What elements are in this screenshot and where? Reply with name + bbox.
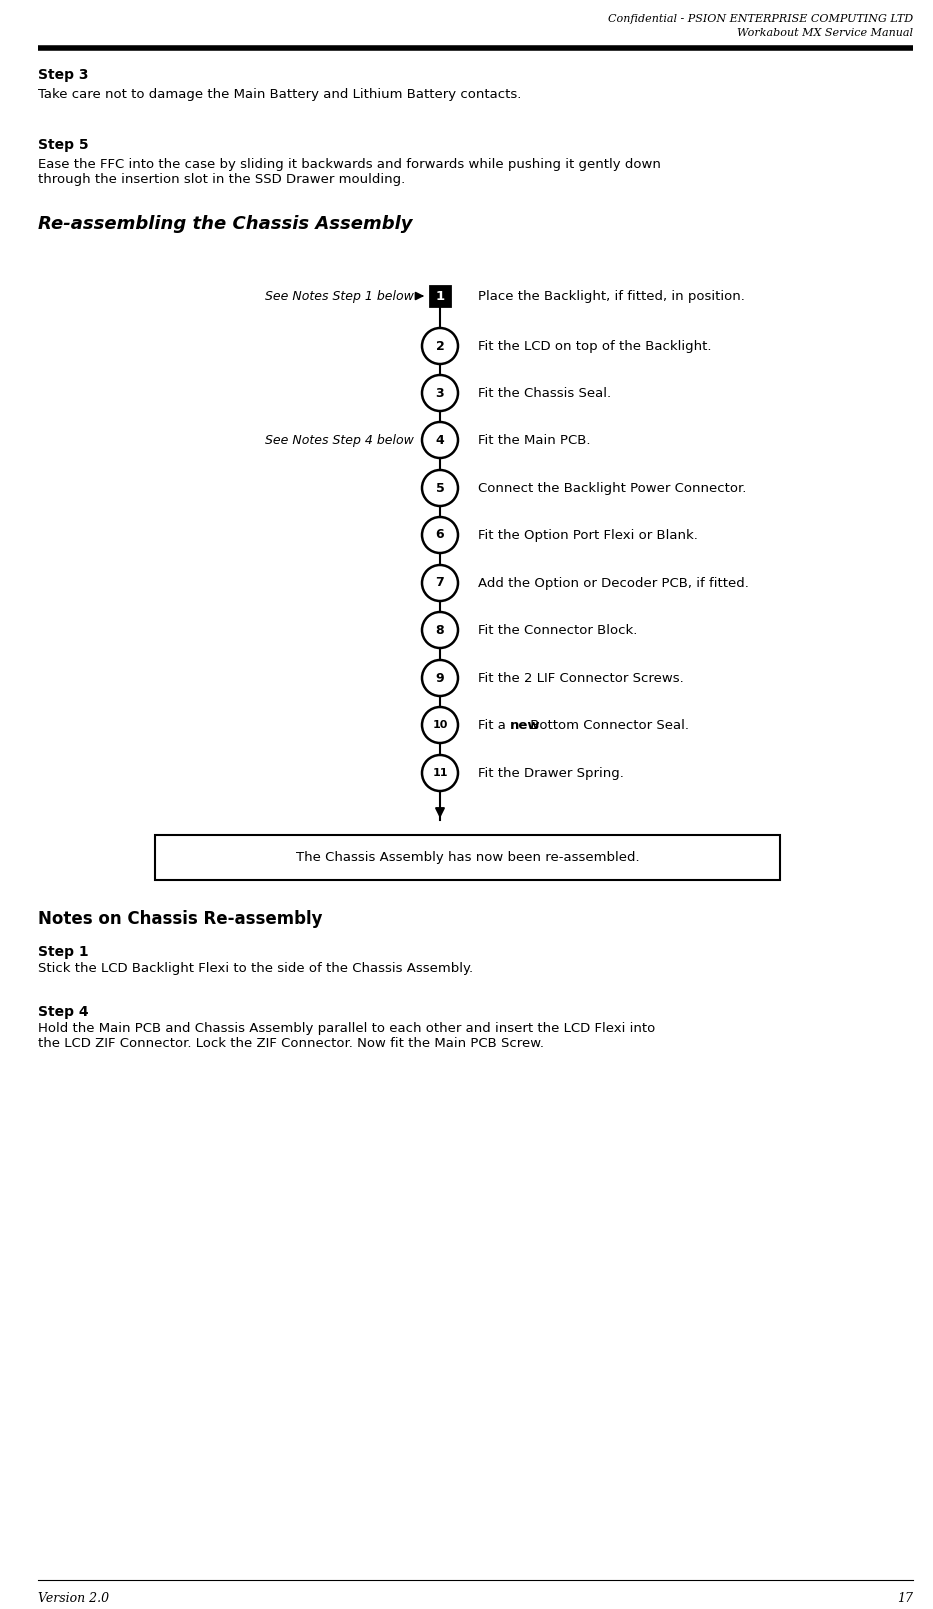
Circle shape bbox=[422, 328, 458, 364]
Text: 3: 3 bbox=[436, 386, 444, 399]
Text: Version 2.0: Version 2.0 bbox=[38, 1591, 109, 1606]
Text: 1: 1 bbox=[436, 290, 444, 302]
Circle shape bbox=[422, 422, 458, 459]
Text: 2: 2 bbox=[436, 339, 444, 352]
Text: 4: 4 bbox=[436, 433, 444, 447]
Text: Re-assembling the Chassis Assembly: Re-assembling the Chassis Assembly bbox=[38, 216, 412, 233]
Circle shape bbox=[422, 470, 458, 505]
Text: Fit the LCD on top of the Backlight.: Fit the LCD on top of the Backlight. bbox=[478, 339, 712, 352]
Text: Add the Option or Decoder PCB, if fitted.: Add the Option or Decoder PCB, if fitted… bbox=[478, 576, 749, 589]
Text: 8: 8 bbox=[436, 624, 444, 637]
Text: Fit the 2 LIF Connector Screws.: Fit the 2 LIF Connector Screws. bbox=[478, 671, 684, 684]
Text: Take care not to damage the Main Battery and Lithium Battery contacts.: Take care not to damage the Main Battery… bbox=[38, 88, 522, 101]
Text: See Notes Step 4 below: See Notes Step 4 below bbox=[265, 433, 414, 447]
Text: Fit the Main PCB.: Fit the Main PCB. bbox=[478, 433, 591, 447]
Text: Stick the LCD Backlight Flexi to the side of the Chassis Assembly.: Stick the LCD Backlight Flexi to the sid… bbox=[38, 962, 473, 975]
Text: Ease the FFC into the case by sliding it backwards and forwards while pushing it: Ease the FFC into the case by sliding it… bbox=[38, 158, 661, 187]
Text: Place the Backlight, if fitted, in position.: Place the Backlight, if fitted, in posit… bbox=[478, 290, 745, 302]
Text: Fit the Option Port Flexi or Blank.: Fit the Option Port Flexi or Blank. bbox=[478, 528, 698, 542]
Bar bbox=[155, 835, 780, 880]
Text: Step 5: Step 5 bbox=[38, 138, 89, 151]
Text: Step 1: Step 1 bbox=[38, 944, 89, 959]
Text: Fit a: Fit a bbox=[478, 719, 510, 732]
Text: Confidential - PSION ENTERPRISE COMPUTING LTD: Confidential - PSION ENTERPRISE COMPUTIN… bbox=[608, 14, 913, 24]
Circle shape bbox=[422, 516, 458, 553]
Circle shape bbox=[422, 565, 458, 602]
Text: Fit the Connector Block.: Fit the Connector Block. bbox=[478, 624, 637, 637]
Text: Hold the Main PCB and Chassis Assembly parallel to each other and insert the LCD: Hold the Main PCB and Chassis Assembly p… bbox=[38, 1022, 655, 1051]
Text: Notes on Chassis Re-assembly: Notes on Chassis Re-assembly bbox=[38, 911, 323, 928]
Circle shape bbox=[422, 611, 458, 648]
Bar bbox=[430, 286, 450, 306]
Text: Fit the Chassis Seal.: Fit the Chassis Seal. bbox=[478, 386, 611, 399]
Text: See Notes Step 1 below: See Notes Step 1 below bbox=[265, 290, 414, 302]
Text: Connect the Backlight Power Connector.: Connect the Backlight Power Connector. bbox=[478, 481, 746, 494]
Text: The Chassis Assembly has now been re-assembled.: The Chassis Assembly has now been re-ass… bbox=[296, 851, 639, 864]
Circle shape bbox=[422, 660, 458, 697]
Text: Fit the Drawer Spring.: Fit the Drawer Spring. bbox=[478, 766, 624, 779]
Text: 11: 11 bbox=[432, 767, 448, 779]
Text: Bottom Connector Seal.: Bottom Connector Seal. bbox=[526, 719, 689, 732]
Text: 5: 5 bbox=[436, 481, 444, 494]
Text: 17: 17 bbox=[897, 1591, 913, 1606]
Circle shape bbox=[422, 706, 458, 743]
Text: 9: 9 bbox=[436, 671, 444, 684]
Text: 6: 6 bbox=[436, 528, 444, 542]
Text: 7: 7 bbox=[436, 576, 444, 589]
Text: Step 4: Step 4 bbox=[38, 1006, 89, 1018]
Circle shape bbox=[422, 755, 458, 792]
Text: 10: 10 bbox=[432, 719, 448, 730]
Text: Workabout MX Service Manual: Workabout MX Service Manual bbox=[737, 27, 913, 39]
Text: new: new bbox=[509, 719, 540, 732]
Circle shape bbox=[422, 375, 458, 410]
Text: Step 3: Step 3 bbox=[38, 68, 89, 82]
